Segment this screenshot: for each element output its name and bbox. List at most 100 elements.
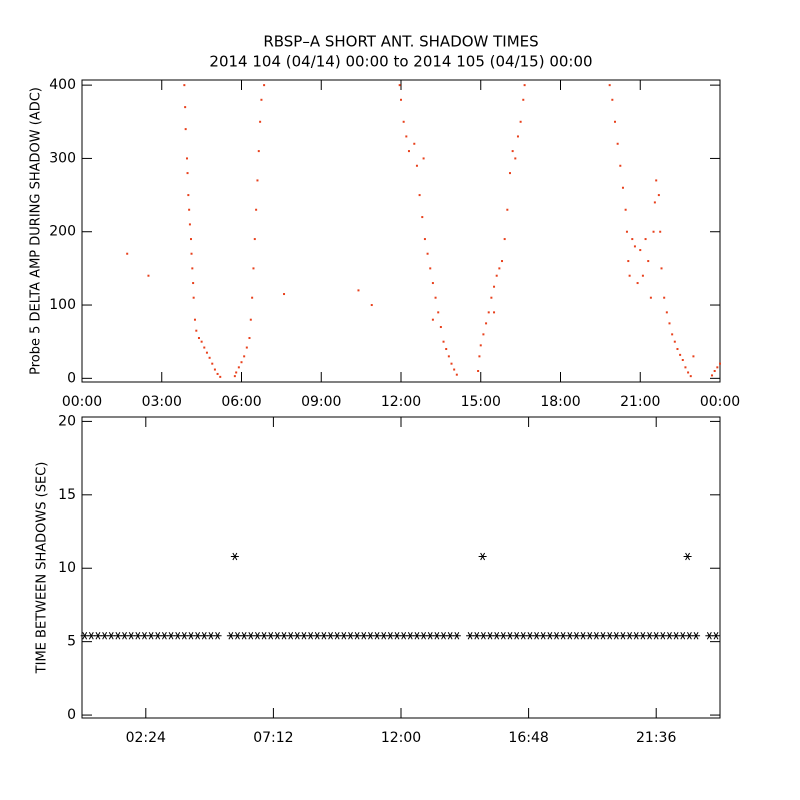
point (522, 98, 525, 101)
point (400, 98, 402, 101)
point (689, 375, 692, 378)
point (186, 172, 189, 175)
point (639, 249, 642, 252)
point (429, 267, 432, 270)
point (676, 348, 679, 351)
point (608, 84, 611, 87)
point (508, 172, 511, 175)
asterisk (230, 552, 239, 561)
point (431, 318, 434, 321)
point (713, 370, 716, 373)
x-tick-label: 07:12 (253, 730, 293, 746)
point (252, 267, 255, 270)
x-tick-label: 21:36 (636, 730, 676, 746)
point (422, 157, 425, 160)
point (126, 252, 129, 255)
point (256, 179, 259, 182)
point (219, 375, 222, 378)
point (455, 373, 458, 376)
point (203, 346, 206, 349)
point (649, 296, 652, 299)
x-tick-label: 12:00 (381, 394, 421, 410)
point (248, 337, 251, 340)
point (407, 150, 410, 153)
point (450, 362, 453, 365)
point (616, 142, 619, 145)
point (259, 120, 262, 123)
point (147, 274, 150, 277)
point (663, 296, 666, 299)
point (641, 274, 644, 277)
chart-subtitle: 2014 104 (04/14) 00:00 to 2014 105 (04/1… (209, 53, 592, 71)
y-axis-label: TIME BETWEEN SHADOWS (SEC) (35, 462, 50, 675)
point (184, 128, 187, 131)
point (211, 362, 214, 365)
point (523, 84, 526, 87)
point (251, 296, 254, 299)
point (192, 296, 195, 299)
x-tick-label: 18:00 (540, 394, 580, 410)
point (498, 267, 501, 270)
point (426, 252, 429, 255)
y-tick-label: 0 (67, 707, 76, 723)
point (665, 311, 668, 314)
point (240, 361, 243, 364)
point (193, 318, 196, 321)
point (495, 274, 498, 277)
point (453, 368, 456, 371)
point (514, 157, 517, 160)
point (644, 238, 647, 241)
asterisk (692, 632, 701, 640)
point (283, 293, 286, 296)
point (186, 157, 189, 160)
point (668, 322, 671, 325)
point (631, 238, 634, 241)
point (260, 98, 263, 101)
point (188, 223, 191, 226)
y-tick-label: 0 (67, 370, 76, 386)
point (679, 353, 682, 356)
point (624, 208, 627, 211)
point (619, 164, 622, 167)
point (195, 329, 198, 332)
point (243, 355, 246, 358)
point (434, 296, 437, 299)
asterisk (712, 632, 721, 640)
point (197, 337, 200, 340)
y-tick-label: 100 (49, 297, 76, 313)
point (189, 238, 192, 241)
point (628, 274, 631, 277)
point (516, 135, 519, 138)
point (187, 194, 190, 197)
point (370, 304, 373, 307)
x-tick-label: 09:00 (301, 394, 341, 410)
point (233, 375, 236, 378)
x-tick-label: 03:00 (142, 394, 182, 410)
y-tick-label: 300 (49, 150, 76, 166)
point (447, 355, 450, 358)
point (191, 267, 194, 270)
point (418, 194, 421, 197)
point (621, 186, 624, 189)
point (506, 208, 509, 211)
point (190, 252, 193, 255)
point (245, 346, 248, 349)
point (633, 245, 636, 248)
point (711, 374, 714, 377)
point (253, 238, 256, 241)
point (442, 340, 445, 343)
x-tick-label: 16:48 (508, 730, 548, 746)
y-tick-label: 400 (49, 77, 76, 93)
point (613, 120, 616, 123)
point (398, 84, 401, 87)
point (200, 340, 203, 343)
point (501, 260, 504, 263)
point (655, 179, 658, 182)
point (692, 355, 695, 358)
point (625, 230, 628, 233)
point (437, 311, 440, 314)
point (684, 366, 687, 369)
point (208, 356, 211, 359)
